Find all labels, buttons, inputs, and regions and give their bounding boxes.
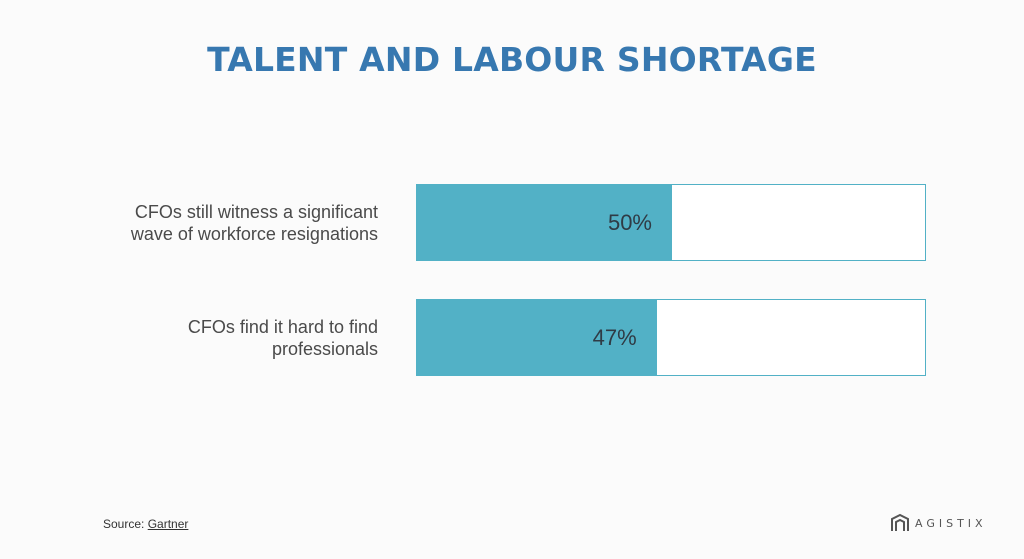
brand-logo: AGISTIX — [889, 512, 987, 534]
category-label-line: wave of workforce resignations — [130, 223, 378, 244]
source-prefix: Source: — [103, 517, 148, 531]
data-label: 47% — [592, 324, 637, 350]
category-label-line: professionals — [271, 338, 378, 359]
bar-track: 47% — [416, 299, 926, 376]
page-title: TALENT AND LABOUR SHORTAGE — [207, 40, 817, 79]
bar-track: 50% — [416, 184, 926, 261]
bar-row: CFOs still witness a significant wave of … — [0, 184, 1024, 261]
category-label: CFOs still witness a significant wave of … — [78, 201, 378, 245]
source-link[interactable]: Gartner — [147, 517, 189, 531]
bar: 50% — [417, 185, 672, 260]
source-note: Source: Gartner — [103, 517, 188, 531]
category-label-line: CFOs find it hard to find — [187, 316, 378, 337]
category-label: CFOs find it hard to find professionals — [78, 316, 378, 360]
bar: 47% — [417, 300, 657, 375]
brand-name: AGISTIX — [915, 516, 987, 530]
agistix-logo-icon — [891, 513, 909, 531]
category-label-line: CFOs still witness a significant — [134, 201, 378, 222]
data-label: 50% — [607, 209, 652, 235]
bar-row: CFOs find it hard to find professionals 47… — [0, 299, 1024, 376]
